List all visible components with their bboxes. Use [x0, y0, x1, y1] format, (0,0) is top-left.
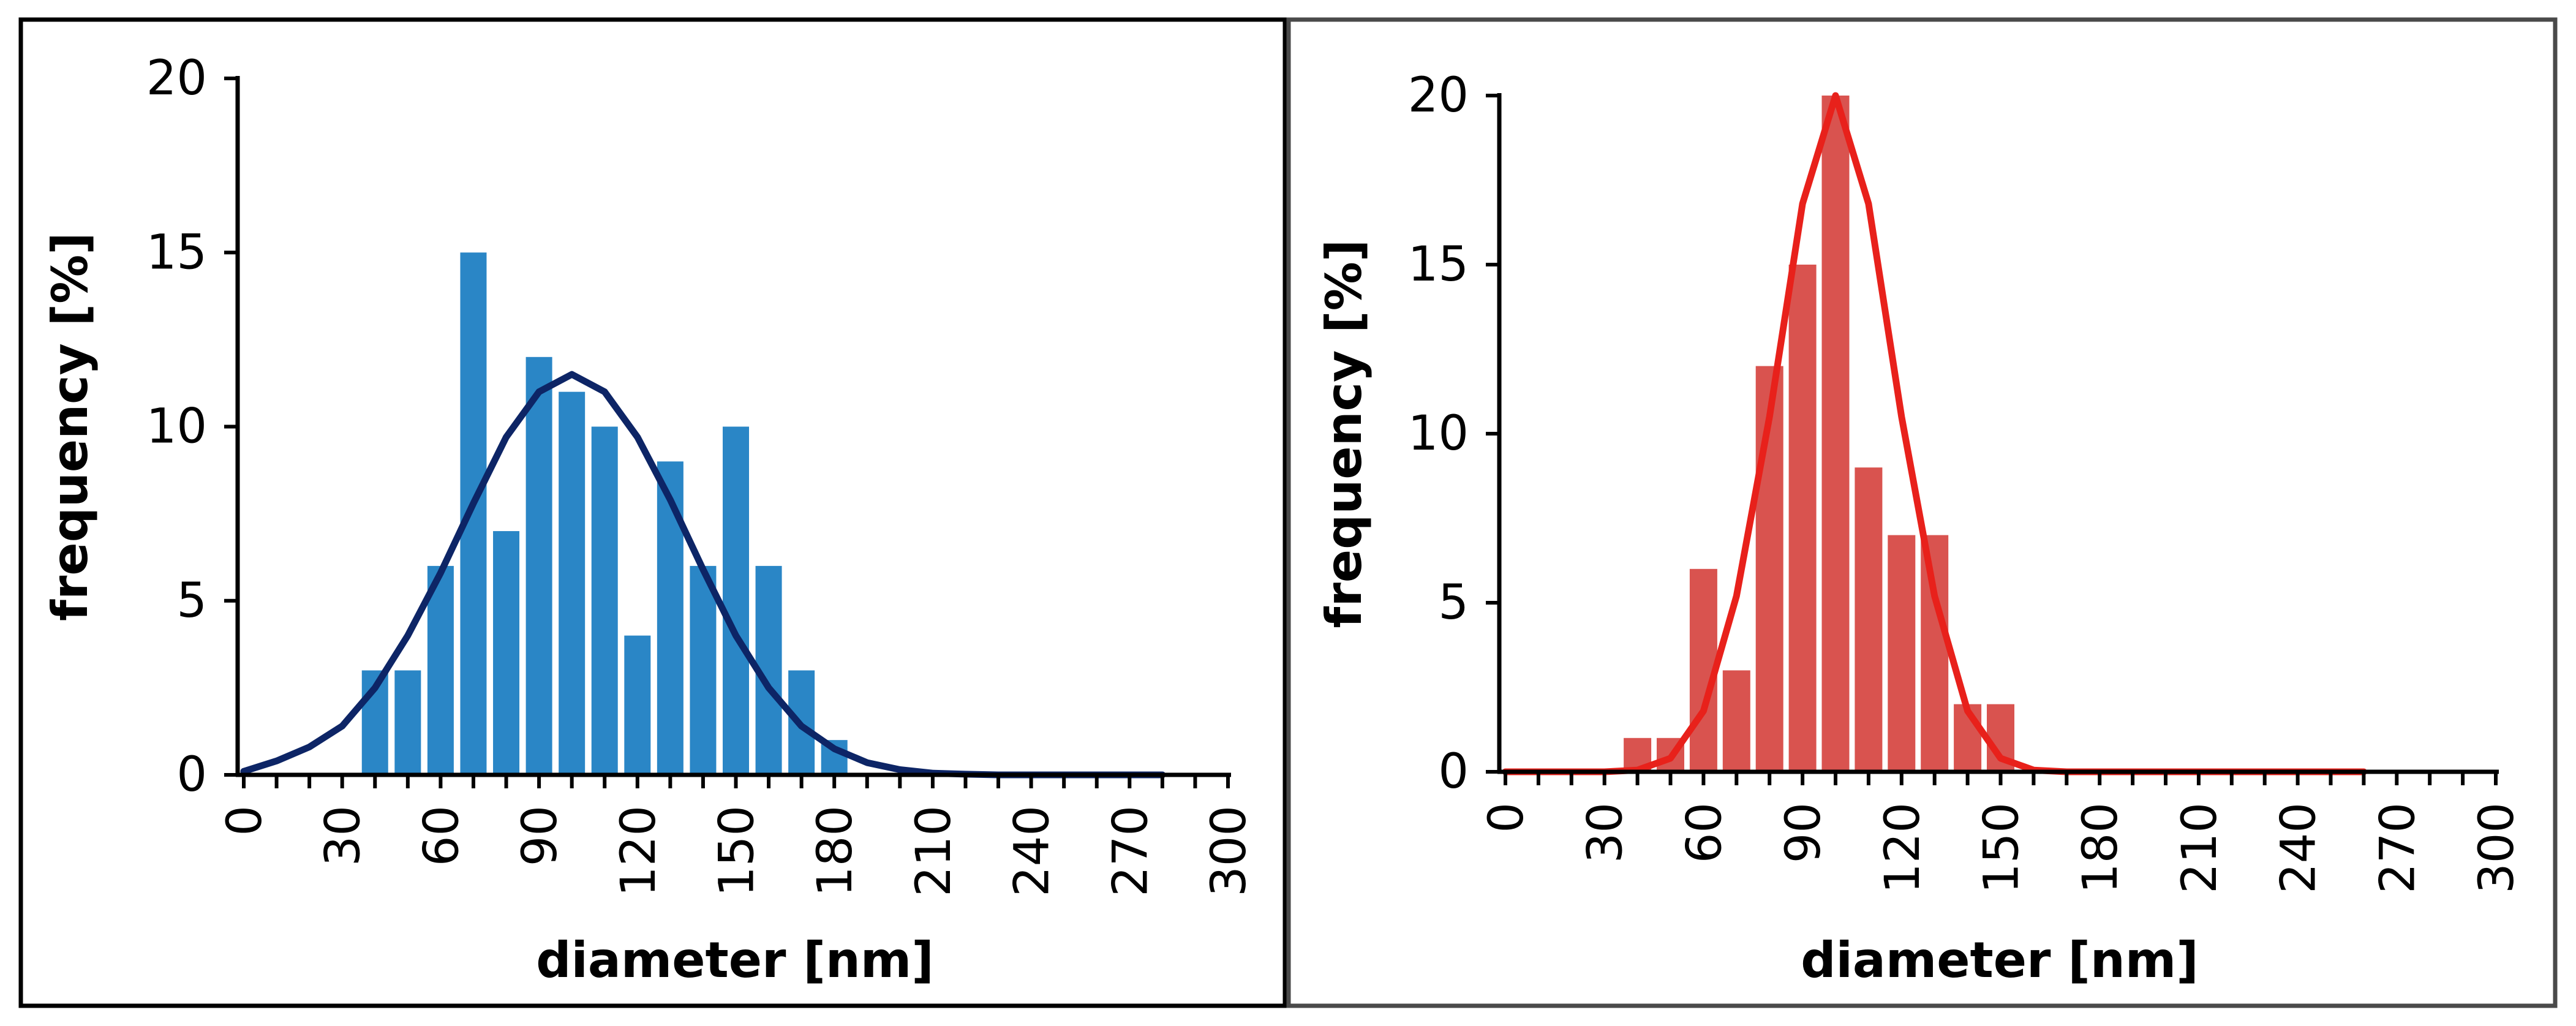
panel-frame-left	[18, 17, 1287, 1008]
chart-right-y-tick-label-10: 10	[1408, 406, 1469, 461]
chart-right-bar-100	[1821, 96, 1850, 772]
chart-left-x-tick-label-240: 240	[1005, 805, 1060, 897]
chart-right-x-tick-label-90: 90	[1776, 802, 1831, 863]
chart-left-bar-120	[624, 635, 651, 775]
chart-left-bar-80	[493, 531, 520, 775]
chart-left-x-tick-label-60: 60	[414, 805, 469, 866]
chart-right-bar-120	[1888, 535, 1916, 772]
chart-left-y-tick-label-10: 10	[146, 399, 207, 455]
chart-right-x-tick-label-120: 120	[1875, 802, 1930, 894]
chart-left-y-tick-label-15: 15	[146, 225, 207, 280]
chart-right-x-tick-label-210: 210	[2172, 802, 2228, 894]
chart-left-x-tick-label-180: 180	[808, 805, 863, 897]
chart-right-y-tick-label-0: 0	[1438, 744, 1469, 799]
chart-right-bars	[1624, 96, 2014, 772]
chart-right-y-tick-label-5: 5	[1438, 575, 1469, 630]
chart-right-bar-110	[1855, 467, 1883, 772]
chart-left-x-tick-label-0: 0	[217, 805, 273, 836]
chart-left-y-tick-label-0: 0	[176, 747, 207, 802]
chart-right-y-tick-label-15: 15	[1408, 237, 1469, 292]
chart-right-x-tick-label-0: 0	[1479, 802, 1534, 833]
chart-right-x-tick-label-240: 240	[2272, 802, 2327, 894]
chart-right-x-tick-label-300: 300	[2469, 802, 2525, 894]
chart-left-bar-100	[559, 391, 586, 775]
chart-left-bar-150	[723, 426, 749, 775]
chart-left-x-tick-label-210: 210	[906, 805, 962, 897]
chart-left-y-axis-label: frequency [%]	[42, 232, 99, 621]
chart-left-bar-130	[657, 461, 684, 775]
chart-left-y-tick-label-20: 20	[146, 51, 207, 106]
chart-right-x-tick-label-30: 30	[1578, 802, 1633, 863]
chart-right-y-axis-label: frequency [%]	[1316, 240, 1373, 628]
chart-left-x-tick-label-300: 300	[1202, 805, 1257, 897]
chart-right-x-tick-label-180: 180	[2073, 802, 2128, 894]
chart-right-x-axis-label: diameter [nm]	[1801, 932, 2199, 989]
chart-right-ticks: 0 5 10 15 20 0 30 60 90 120 150 180 210 240 270 300	[1408, 68, 2525, 894]
chart-left-x-tick-label-30: 30	[316, 805, 371, 866]
chart-left-x-axis-label: diameter [nm]	[536, 932, 934, 989]
chart-right-bar-90	[1788, 265, 1817, 772]
chart-right-x-tick-label-60: 60	[1677, 802, 1732, 863]
chart-left-x-tick-label-270: 270	[1103, 805, 1158, 897]
chart-left-bar-50	[394, 670, 421, 775]
chart-right-y-tick-label-20: 20	[1408, 68, 1469, 123]
chart-right-x-tick-label-270: 270	[2370, 802, 2425, 894]
chart-left-x-tick-label-90: 90	[513, 805, 568, 866]
chart-left-x-tick-label-150: 150	[710, 805, 765, 897]
chart-left-bar-140	[690, 565, 717, 775]
chart-left-bar-110	[591, 426, 618, 775]
chart-right-bar-130	[1921, 535, 1949, 772]
chart-left-bar-70	[460, 252, 487, 775]
chart-right-x-tick-label-150: 150	[1975, 802, 2030, 894]
chart-left-x-tick-label-120: 120	[611, 805, 666, 897]
chart-right-bar-70	[1722, 670, 1750, 772]
chart-left-y-tick-label-5: 5	[176, 573, 207, 628]
chart-left-bar-90	[525, 356, 552, 775]
chart-left-ticks: 0 5 10 15 20 0 30 60 90 120 150 180 210 240 270 300	[146, 51, 1257, 897]
chart-left-bar-60	[427, 565, 454, 775]
